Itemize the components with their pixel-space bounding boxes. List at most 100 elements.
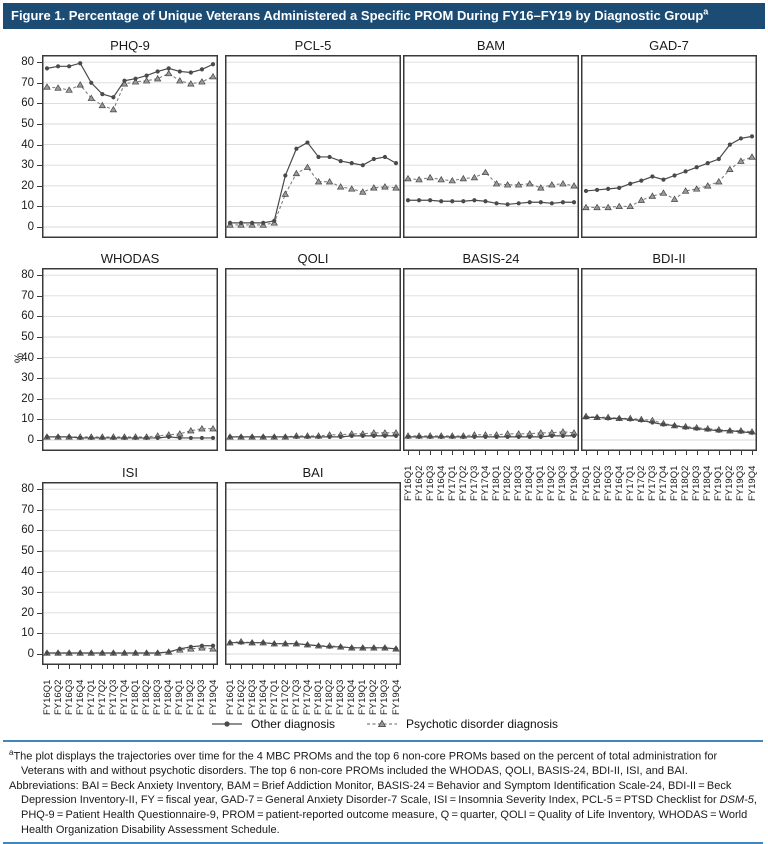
x-tick-mark: [463, 451, 465, 455]
abbreviations-text-pre: Abbreviations: BAI = Beck Anxiety Invent…: [9, 779, 732, 807]
x-tick-label: FY19Q2: [546, 465, 558, 501]
x-tick-mark: [652, 451, 654, 455]
x-tick-mark: [80, 665, 82, 669]
x-tick-label: FY18Q1: [130, 679, 142, 715]
x-tick-label: FY17Q1: [85, 679, 97, 715]
y-tick-label: 20: [21, 179, 34, 192]
x-tick-mark: [641, 451, 643, 455]
y-tick-label: 60: [21, 97, 34, 110]
x-tick-label: FY18Q2: [141, 679, 153, 715]
x-tick-label: FY17Q4: [479, 465, 491, 501]
x-tick-mark: [408, 451, 409, 455]
y-tick-label: 0: [27, 221, 34, 233]
y-tick-mark: [37, 509, 42, 511]
x-tick-mark: [318, 665, 320, 669]
y-tick-label: 60: [21, 524, 34, 537]
x-tick-label: FY17Q2: [279, 679, 291, 715]
x-tick-label: FY18Q3: [152, 679, 164, 715]
y-tick-mark: [37, 124, 42, 125]
figure-title: Figure 1. Percentage of Unique Veterans …: [11, 8, 704, 23]
x-tick-label: FY18Q2: [324, 679, 336, 715]
y-tick-mark: [37, 571, 42, 573]
y-tick-mark: [37, 295, 42, 297]
x-tick-mark: [296, 665, 298, 669]
y-axis-title: %: [14, 352, 26, 364]
y-tick-label: 20: [21, 392, 34, 405]
x-tick-mark: [608, 451, 610, 455]
x-tick-label: FY19Q4: [568, 465, 580, 501]
panel-bai: [225, 482, 401, 665]
x-tick-label: FY19Q3: [735, 465, 747, 501]
x-tick-mark: [619, 451, 621, 455]
y-tick-label: 50: [21, 118, 34, 130]
x-tick-mark: [285, 665, 287, 669]
legend-psychotic-label: Psychotic disorder diagnosis: [405, 717, 559, 731]
y-tick-mark: [37, 185, 42, 187]
footnote-description: aThe plot displays the trajectories over…: [9, 746, 757, 779]
y-tick-label: 50: [21, 331, 34, 343]
legend-psychotic-marker-icon: [366, 719, 397, 727]
x-tick-label: FY17Q2: [96, 679, 108, 715]
y-tick-mark: [37, 357, 42, 359]
panel-plot-phq-9: [42, 55, 218, 238]
x-tick-mark: [340, 665, 342, 669]
x-tick-mark: [124, 665, 126, 669]
x-tick-label: FY16Q3: [63, 679, 75, 715]
x-tick-mark: [529, 451, 531, 455]
x-tick-label: FY17Q2: [635, 465, 647, 501]
panel-title-bai: BAI: [302, 465, 324, 480]
legend: Other diagnosis Psychotic disorder diagn…: [0, 717, 768, 731]
x-tick-label: FY18Q3: [335, 679, 347, 715]
x-tick-label: FY18Q1: [669, 465, 681, 501]
x-tick-mark: [507, 451, 509, 455]
x-tick-label: FY18Q2: [680, 465, 692, 501]
panel-gad-7: [581, 55, 757, 238]
y-tick-label: 10: [21, 200, 34, 213]
x-tick-mark: [384, 665, 386, 669]
legend-other-marker-icon: [211, 721, 242, 727]
x-tick-mark: [91, 665, 93, 669]
panel-title-basis-24: BASIS-24: [462, 251, 520, 266]
x-tick-label: FY18Q2: [502, 465, 514, 501]
panel-isi: [42, 482, 218, 665]
y-tick-mark: [37, 144, 42, 146]
x-tick-mark: [135, 665, 137, 669]
y-tick-mark: [37, 530, 42, 532]
legend-other-label: Other diagnosis: [250, 717, 335, 731]
x-tick-mark: [351, 665, 353, 669]
y-tick-label: 50: [21, 545, 34, 557]
y-tick-label: 30: [21, 586, 34, 599]
x-tick-mark: [274, 665, 276, 669]
y-tick-label: 70: [21, 503, 34, 516]
footnote-description-text: The plot displays the trajectories over …: [13, 750, 718, 778]
y-tick-mark: [37, 62, 42, 64]
footnotes: aThe plot displays the trajectories over…: [3, 740, 763, 844]
x-tick-label: FY18Q4: [346, 679, 358, 715]
x-tick-label: FY19Q4: [207, 679, 219, 715]
panel-plot-qoli: [225, 268, 401, 451]
x-tick-label: FY19Q3: [379, 679, 391, 715]
x-tick-mark: [307, 665, 309, 669]
x-tick-label: FY18Q3: [513, 465, 525, 501]
x-tick-label: FY16Q2: [52, 679, 64, 715]
x-tick-mark: [179, 665, 181, 669]
x-tick-label: FY19Q2: [368, 679, 380, 715]
x-tick-mark: [540, 451, 542, 455]
y-tick-mark: [37, 489, 42, 491]
panel-phq-9: [42, 55, 218, 238]
y-tick-label: 80: [21, 483, 34, 496]
x-tick-mark: [419, 451, 421, 455]
x-tick-mark: [729, 451, 731, 455]
x-tick-mark: [474, 451, 476, 455]
x-tick-label: FY17Q2: [457, 465, 469, 501]
x-tick-label: FY16Q2: [591, 465, 603, 501]
x-tick-label: FY16Q3: [246, 679, 258, 715]
x-tick-label: FY17Q1: [624, 465, 636, 501]
abbreviations-text-post: , PHQ-9 = Patient Health Questionnaire-9…: [21, 794, 757, 836]
x-tick-label: FY19Q1: [535, 465, 547, 501]
y-tick-mark: [37, 378, 42, 380]
x-tick-mark: [485, 451, 487, 455]
x-tick-mark: [69, 665, 71, 669]
x-tick-label: FY19Q2: [185, 679, 197, 715]
